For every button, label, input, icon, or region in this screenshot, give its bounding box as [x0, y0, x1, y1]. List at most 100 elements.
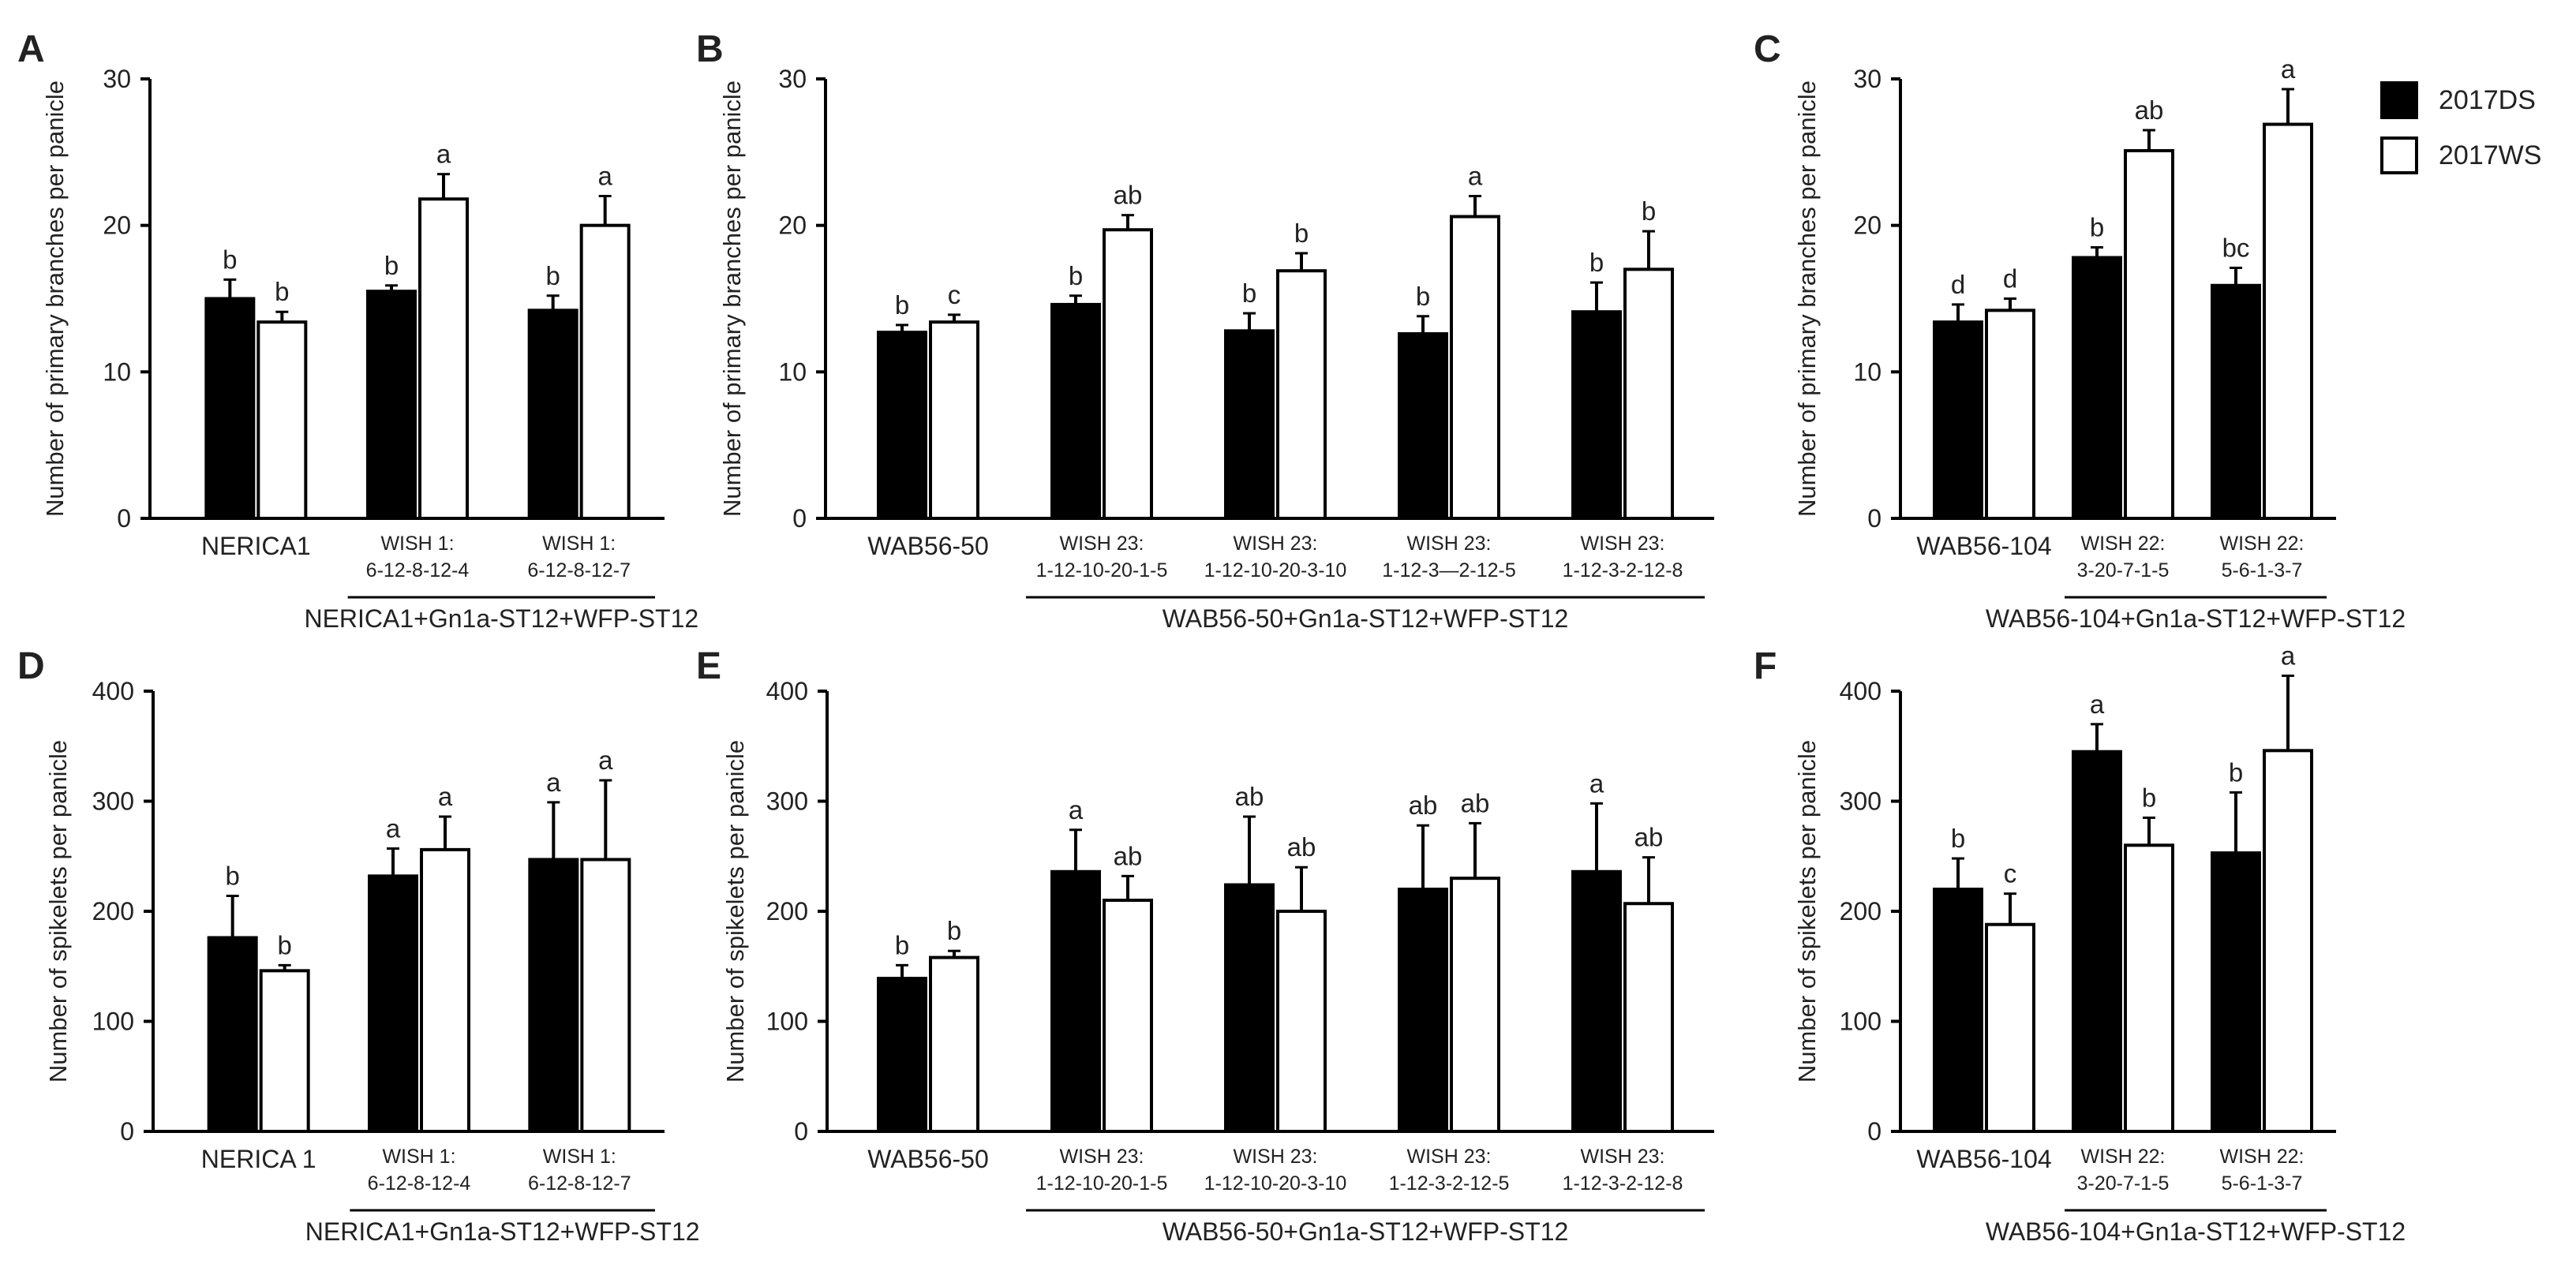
category-label: WISH 1: — [380, 533, 454, 555]
category-label: NERICA 1 — [201, 1145, 316, 1173]
legend-swatch-2017ds — [2380, 81, 2418, 119]
significance-letter: b — [1589, 248, 1604, 277]
bar-2017ws — [1103, 228, 1153, 520]
bar-2017ws — [1450, 215, 1500, 520]
category-label: 1-12-10-20-1-5 — [1036, 1172, 1168, 1195]
y-tick-label: 20 — [103, 211, 131, 240]
y-tick-label: 20 — [778, 211, 807, 240]
y-tick-label: 200 — [1840, 897, 1881, 925]
significance-letter: b — [1069, 261, 1083, 290]
category-label: 6-12-8-12-4 — [368, 1172, 471, 1195]
panel-letter: B — [696, 28, 724, 70]
y-tick-label: 0 — [1867, 504, 1881, 533]
significance-letter: d — [1951, 270, 1965, 299]
y-tick-label: 0 — [117, 504, 131, 533]
bar-2017ws — [1623, 267, 1674, 520]
legend-swatch-2017ws — [2380, 136, 2418, 174]
bar-2017ws — [1276, 269, 1327, 520]
bar-2017ws — [2124, 843, 2174, 1134]
legend-item-2017ds: 2017DS — [2380, 73, 2541, 128]
significance-letter: b — [225, 861, 239, 890]
panel-a: A Number of primary branches per panicle 0… — [17, 28, 698, 633]
significance-letter: b — [2142, 783, 2156, 812]
y-tick-label: 200 — [92, 897, 134, 925]
significance-letter: a — [2090, 690, 2105, 719]
bar-2017ds — [1050, 302, 1101, 520]
y-tick-label: 0 — [120, 1117, 134, 1146]
bar-2017ws — [580, 858, 631, 1134]
category-label: WISH 23: — [1234, 533, 1318, 555]
significance-letter: b — [1416, 282, 1430, 311]
category-label: WISH 22: — [2081, 1146, 2166, 1168]
significance-letter: c — [2004, 859, 2017, 888]
significance-letter: a — [598, 746, 613, 775]
category-label: WISH 23: — [1581, 1146, 1665, 1168]
bar-2017ws — [579, 223, 631, 520]
y-tick-label: 400 — [766, 677, 808, 705]
bar-2017ds — [1398, 332, 1448, 520]
bar-2017ws — [1985, 922, 2035, 1133]
bar-2017ds — [1224, 329, 1275, 521]
y-axis-title: Number of primary branches per panicle — [41, 80, 69, 517]
y-axis-title: Number of spikelets per panicle — [721, 740, 749, 1082]
group-label: WAB56-104+Gn1a-ST12+WFP-ST12 — [1986, 1217, 2406, 1246]
panel-b: B Number of primary branches per panicle 0… — [696, 28, 1714, 633]
significance-letter: b — [1951, 824, 1965, 853]
category-label: WISH 22: — [2220, 533, 2305, 555]
category-label: 6-12-8-12-7 — [527, 559, 631, 581]
category-label: WISH 22: — [2220, 1146, 2305, 1168]
category-label: 1-12-10-20-3-10 — [1204, 559, 1347, 581]
bar-2017ws — [1450, 877, 1500, 1134]
category-label: WAB56-104 — [1916, 1145, 2051, 1173]
category-label: 1-12-3—2-12-5 — [1382, 559, 1516, 581]
category-label: 5-6-1-3-7 — [2222, 559, 2303, 581]
y-axis-title: Number of primary branches per panicle — [1793, 80, 1821, 517]
panel-letter: A — [17, 28, 45, 70]
significance-letter: b — [275, 277, 289, 306]
bar-2017ds — [2211, 851, 2261, 1133]
significance-letter: b — [2229, 757, 2243, 787]
group-label: NERICA1+Gn1a-ST12+WFP-ST12 — [305, 1217, 700, 1246]
category-label: NERICA1 — [201, 532, 311, 560]
category-label: WISH 1: — [543, 1146, 616, 1168]
significance-letter: b — [1294, 219, 1309, 248]
panel-letter: C — [1754, 28, 1781, 70]
significance-letter: ab — [2135, 95, 2164, 125]
significance-letter: a — [438, 782, 453, 811]
significance-letter: ab — [1461, 788, 1490, 817]
significance-letter: ab — [1114, 181, 1143, 210]
y-tick-label: 300 — [1840, 787, 1881, 816]
panel-d: D Number of spikelets per panicle 0 100 200 3… — [17, 645, 700, 1246]
panel-letter: E — [696, 645, 721, 687]
significance-letter: b — [947, 916, 961, 945]
significance-letter: a — [597, 162, 612, 191]
category-label: 1-12-3-2-12-8 — [1563, 1172, 1683, 1195]
bar-2017ws — [1985, 308, 2035, 520]
category-label: WAB56-104 — [1916, 532, 2051, 560]
y-axis-title: Number of spikelets per panicle — [44, 740, 72, 1082]
significance-letter: c — [948, 280, 961, 309]
significance-letter: ab — [1114, 841, 1143, 870]
significance-letter: a — [1468, 162, 1483, 191]
bar-2017ws — [420, 847, 470, 1133]
panel-c: C Number of primary branches per panicle 0… — [1754, 28, 2406, 633]
y-axis-title: Number of spikelets per panicle — [1793, 740, 1821, 1082]
bar-2017ws — [2263, 749, 2313, 1134]
category-label: WISH 23: — [1407, 533, 1492, 555]
bar-2017ws — [929, 955, 979, 1133]
y-tick-label: 30 — [103, 65, 131, 93]
legend-label-2017ws: 2017WS — [2439, 140, 2542, 170]
y-tick-label: 100 — [766, 1008, 808, 1036]
bar-2017ws — [1276, 910, 1327, 1133]
category-label: WISH 23: — [1060, 1146, 1144, 1168]
bar-2017ds — [1571, 310, 1622, 520]
y-tick-label: 100 — [92, 1008, 134, 1036]
significance-letter: ab — [1634, 823, 1664, 852]
bar-2017ds — [528, 858, 579, 1134]
bar-2017ds — [877, 977, 927, 1133]
group-label: NERICA1+Gn1a-ST12+WFP-ST12 — [304, 604, 698, 633]
panel-e: E Number of spikelets per panicle 0 100 200 3… — [696, 645, 1714, 1246]
significance-letter: a — [2281, 54, 2296, 84]
y-tick-label: 400 — [92, 677, 134, 705]
